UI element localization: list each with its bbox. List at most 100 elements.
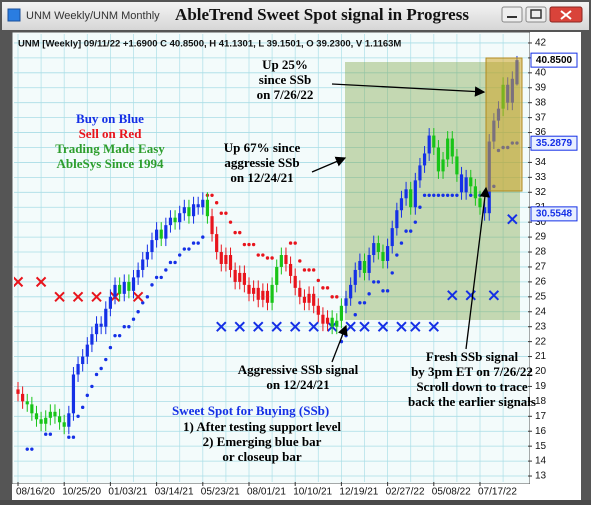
support-dot [390,271,394,275]
resistance-dot [325,286,330,290]
maximize-icon [530,9,542,19]
x-tick-label: 02/27/22 [386,487,425,498]
buy-mark [428,321,440,332]
annotation: on 7/26/22 [257,87,314,102]
support-dot [422,193,427,197]
minimize-button[interactable] [501,6,523,23]
candle-body [81,356,85,365]
support-dot [376,280,381,284]
close-icon [560,10,572,20]
buy-mark [289,321,301,332]
resistance-dot [261,253,265,257]
buy-mark [507,213,518,225]
side-note: Buy on Blue [76,111,144,126]
candle-body [247,284,251,294]
candle-body [168,217,173,226]
candle-body [312,293,316,306]
resistance-dot [298,259,302,263]
candle-body [353,269,357,285]
resistance-dot [335,295,339,299]
resistance-dot [214,201,219,205]
price-tag-label: 35.2879 [536,138,573,149]
side-note: Trading Made Easy [55,141,165,156]
resistance-dot [321,286,325,290]
resistance-dot [228,220,233,224]
resistance-dot [302,268,307,272]
buy-mark [377,321,389,332]
candle-body [122,281,126,294]
candle-body [409,189,413,208]
support-dot [358,301,362,305]
arrow [331,83,486,97]
support-dot [436,193,441,197]
sweet-spot-line: or closeup bar [222,449,301,464]
support-dot [99,366,103,371]
resistance-dot [265,256,270,260]
y-tick-label: 19 [535,381,547,392]
support-dot [48,432,53,436]
sweet-spot-title: Sweet Spot for Buying (SSb) [172,403,329,418]
buy-mark [308,321,319,332]
candle-body [228,255,233,270]
support-dot [145,295,150,299]
candle-body [233,269,237,282]
tab-label[interactable]: UNM Weekly/UNM Monthly [26,10,160,22]
candle-body [261,290,265,300]
candle-body [164,225,168,239]
sell-mark [14,276,24,288]
y-tick-label: 36 [535,127,547,138]
x-axis-panel [12,484,581,500]
y-tick-label: 23 [535,321,547,332]
candle-body [34,413,39,420]
support-dot [85,393,90,398]
buy-mark [359,321,370,332]
sweet-spot-line: 1) After testing support level [183,419,341,434]
candle-body [432,135,436,148]
candle-body [459,174,464,193]
support-dot [413,220,418,224]
support-dot [136,310,140,314]
candle-body [21,393,25,402]
plot [14,55,519,451]
candle-body [127,281,131,291]
x-tick-label: 05/08/22 [432,487,471,498]
y-tick-label: 34 [535,157,547,168]
candle-body [284,255,288,264]
annotation: Aggressive SSb signal [238,362,359,377]
annotation: on 12/24/21 [230,170,293,185]
annotation: since SSb [259,72,311,87]
candle-body [307,293,311,303]
support-dot [90,384,94,389]
candle-body [446,138,450,160]
x-tick-label: 07/17/22 [478,487,517,498]
candle-body [39,419,43,424]
support-dot [71,435,76,439]
y-tick-label: 30 [535,217,547,228]
candle-body [358,260,362,270]
y-tick-label: 26 [535,277,547,288]
candle-body [178,213,182,223]
support-dot [367,292,371,296]
x-tick-label: 08/01/21 [247,487,286,498]
resistance-dot [307,268,311,272]
candle-body [335,320,339,327]
y-tick-label: 24 [535,306,547,317]
support-dot [362,301,367,305]
support-dot [196,241,200,245]
support-dot [173,260,177,265]
resistance-dot [238,230,242,235]
price-tag [530,52,578,68]
candle-body [85,344,89,357]
buy-mark [216,321,227,332]
buy-mark [396,321,407,332]
x-tick-label: 10/25/20 [62,487,101,498]
candle-body [57,416,62,423]
candle-body [224,255,228,264]
y-tick-label: 37 [535,112,547,123]
resistance-dot [270,256,274,260]
support-dot [191,241,196,245]
candle-body [30,404,34,414]
resistance-dot [288,241,293,245]
price-tag-label: 40.8500 [536,55,573,66]
